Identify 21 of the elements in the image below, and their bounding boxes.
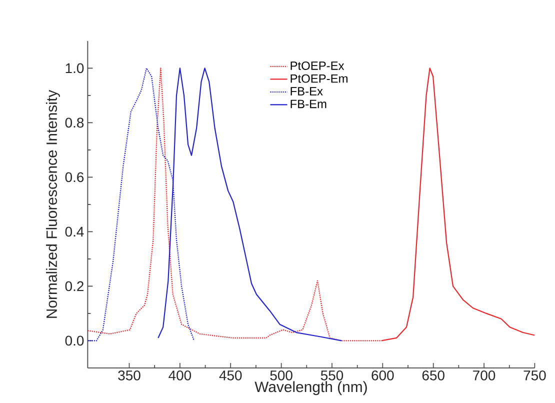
legend-label: PtOEP-Ex bbox=[290, 61, 344, 70]
legend-label: FB-Ex bbox=[290, 87, 323, 96]
y-tick-label: 0.6 bbox=[65, 172, 84, 182]
x-tick-label: 350 bbox=[118, 370, 140, 380]
x-tick-label: 550 bbox=[320, 370, 344, 380]
x-tick-label: 400 bbox=[168, 370, 192, 380]
x-tick-label: 600 bbox=[372, 370, 394, 380]
y-tick-label: 1.0 bbox=[66, 63, 84, 74]
x-axis-title: Wavelength (nm) bbox=[254, 381, 367, 396]
x-tick-label: 750 bbox=[524, 370, 546, 380]
x-tick-label: 500 bbox=[270, 370, 292, 380]
legend-label: PtOEP-Em bbox=[290, 74, 348, 83]
x-tick-label: 650 bbox=[422, 370, 444, 380]
y-tick-label: 0.0 bbox=[65, 336, 84, 346]
legend-label: FB-Em bbox=[290, 100, 326, 108]
y-tick-label: 0.2 bbox=[65, 281, 84, 292]
y-tick-label: 0.4 bbox=[65, 226, 84, 237]
y-tick-label: 0.8 bbox=[65, 118, 84, 128]
x-tick-label: 700 bbox=[473, 370, 496, 380]
y-axis-title: Normalized Fluorescence Intensity bbox=[46, 90, 60, 318]
x-tick-label: 450 bbox=[219, 370, 242, 380]
